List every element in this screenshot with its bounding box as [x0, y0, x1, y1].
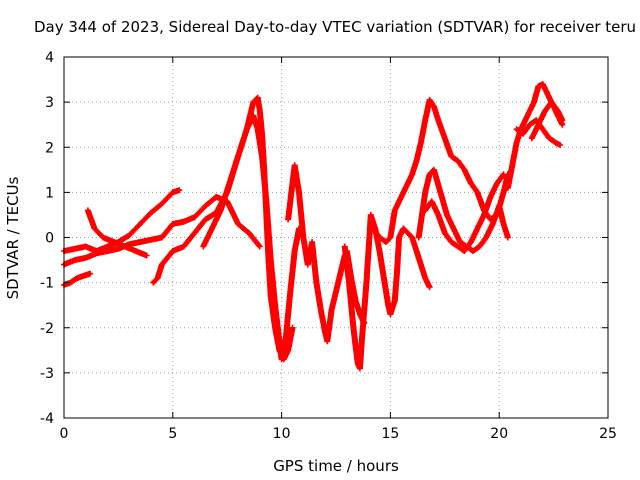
x-tick-label: 15	[381, 426, 399, 442]
y-axis-label: SDTVAR / TECUs	[4, 176, 22, 299]
axis-ticks: 0 5 10 15 20 25 -4 -3 -2 -1 0 1 2 3 4	[40, 50, 617, 442]
y-tick-label: -3	[40, 366, 54, 382]
x-tick-label: 10	[273, 426, 291, 442]
y-tick-label: -1	[40, 276, 54, 292]
y-tick-label: 3	[45, 95, 54, 111]
y-tick-label: 2	[45, 140, 54, 156]
x-tick-label: 5	[168, 426, 177, 442]
x-tick-label: 20	[490, 426, 508, 442]
x-axis-label: GPS time / hours	[273, 457, 399, 475]
series-sat-d	[84, 207, 150, 259]
x-tick-label: 0	[60, 426, 69, 442]
series-markers	[84, 207, 150, 259]
chart-title: Day 344 of 2023, Sidereal Day-to-day VTE…	[34, 18, 636, 36]
y-tick-label: 4	[45, 50, 54, 66]
y-tick-label: -4	[40, 411, 54, 427]
y-tick-label: 1	[45, 185, 54, 201]
series-markers	[528, 99, 566, 142]
series-sat-k	[422, 171, 507, 254]
y-tick-label: -2	[40, 321, 54, 337]
y-tick-label: 0	[45, 231, 54, 247]
series-markers	[200, 112, 302, 363]
x-tick-label: 25	[599, 426, 617, 442]
series-sat-f	[200, 112, 302, 363]
series-sat-n	[528, 99, 566, 142]
series-markers	[422, 171, 507, 254]
